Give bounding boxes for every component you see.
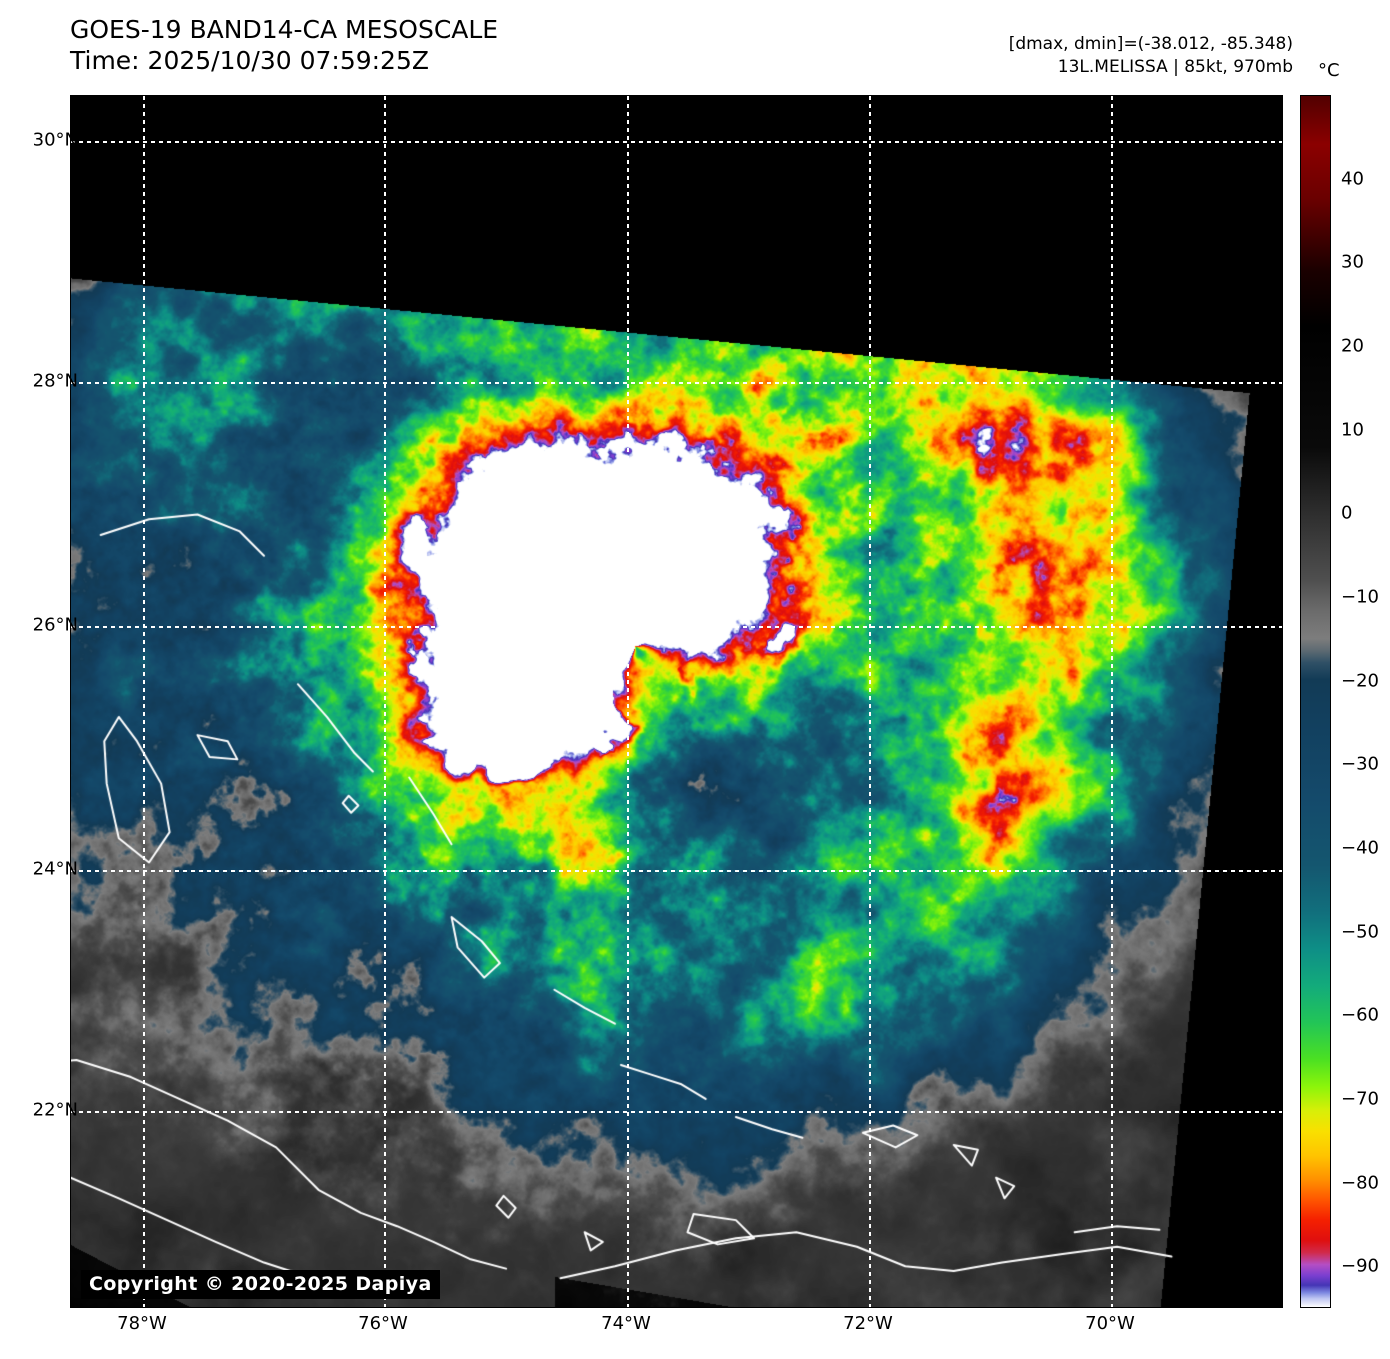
lon-tick-label-2: 74°W	[601, 1313, 651, 1334]
colorbar-tick-4: 0	[1341, 502, 1353, 524]
annotation-block: [dmax, dmin]=(-38.012, -85.348) 13L.MELI…	[1009, 33, 1293, 79]
lat-tick-label-3: 24°N	[32, 858, 78, 880]
title-block: GOES-19 BAND14-CA MESOSCALE Time: 2025/1…	[70, 14, 498, 76]
colorbar-unit-label: °C	[1318, 60, 1340, 81]
lon-tick-label-0: 78°W	[117, 1313, 167, 1334]
lon-tick-label-3: 72°W	[843, 1313, 893, 1334]
satellite-imagery-canvas	[71, 96, 1282, 1307]
lon-tick-label-4: 70°W	[1085, 1313, 1135, 1334]
data-minmax-label: [dmax, dmin]=(-38.012, -85.348)	[1008, 34, 1293, 54]
colorbar-tick-7: −30	[1341, 753, 1379, 775]
satellite-image-plot[interactable]: Copyright © 2020-2025 Dapiya	[70, 95, 1283, 1308]
colorbar-tick-5: −10	[1341, 586, 1379, 608]
storm-info-label: 13L.MELISSA | 85kt, 970mb	[1057, 57, 1293, 77]
colorbar-tick-2: 20	[1341, 335, 1364, 357]
colorbar-tick-0: 40	[1341, 168, 1364, 190]
copyright-watermark: Copyright © 2020-2025 Dapiya	[81, 1270, 440, 1299]
lat-tick-label-1: 28°N	[32, 370, 78, 392]
colorbar-tick-8: −40	[1341, 837, 1379, 859]
colorbar-gradient	[1300, 95, 1331, 1308]
colorbar-tick-9: −50	[1341, 921, 1379, 943]
colorbar-tick-1: 30	[1341, 251, 1364, 273]
colorbar-tick-11: −70	[1341, 1088, 1379, 1110]
lat-tick-label-0: 30°N	[32, 129, 78, 151]
timestamp-label: Time: 2025/10/30 07:59:25Z	[70, 46, 429, 75]
colorbar-tick-3: 10	[1341, 419, 1364, 441]
lat-tick-label-4: 22°N	[32, 1099, 78, 1121]
colorbar-tick-6: −20	[1341, 670, 1379, 692]
colorbar-tick-13: −90	[1341, 1255, 1379, 1277]
colorbar-tick-12: −80	[1341, 1172, 1379, 1194]
lat-tick-label-2: 26°N	[32, 614, 78, 636]
lon-tick-label-1: 76°W	[358, 1313, 408, 1334]
colorbar-tick-10: −60	[1341, 1004, 1379, 1026]
page-title: GOES-19 BAND14-CA MESOSCALE	[70, 15, 499, 44]
colorbar[interactable]	[1300, 95, 1331, 1308]
